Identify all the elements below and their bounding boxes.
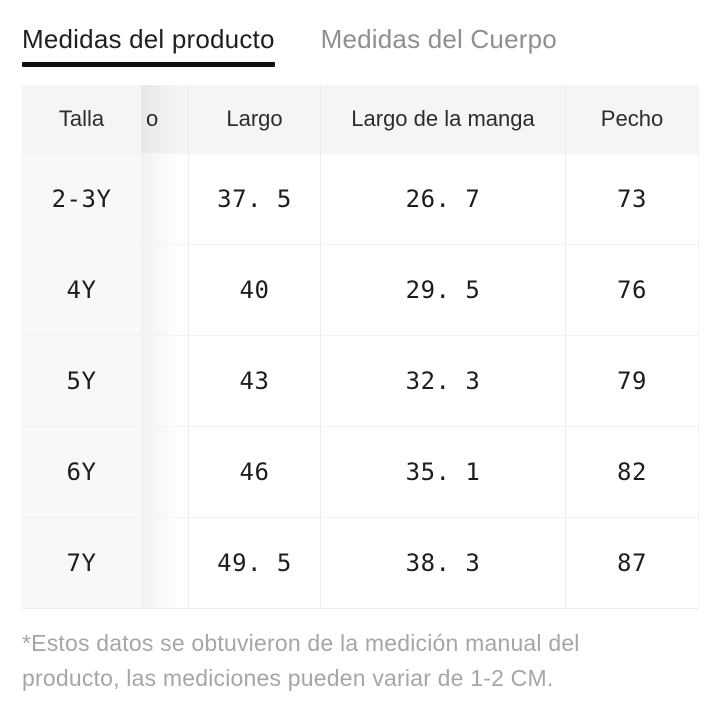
column-header-label: Largo de la manga (351, 106, 535, 131)
cell-largo: 37. 5 (188, 154, 320, 244)
tab-label: Medidas del Cuerpo (320, 24, 557, 54)
cell-pecho: 87 (565, 518, 698, 608)
cell-manga: 26. 7 (320, 154, 565, 244)
table-row: 6Y 46 35. 1 82 (22, 426, 698, 517)
cell-size: 6Y (22, 427, 141, 517)
disclaimer-line-2: producto, las mediciones pueden variar d… (22, 665, 554, 691)
table-row: 7Y 49. 5 38. 3 87 (22, 517, 698, 608)
cell-largo: 40 (188, 245, 320, 335)
cell-largo: 49. 5 (188, 518, 320, 608)
size-table[interactable]: Talla o Largo Largo de la manga Pecho 2-… (22, 85, 699, 609)
header-cell-largo-de-la-manga: Largo de la manga (320, 85, 565, 153)
cell-pecho: 76 (565, 245, 698, 335)
table-header-row: Talla o Largo Largo de la manga Pecho (22, 85, 698, 153)
disclaimer-line-1: *Estos datos se obtuvieron de la medició… (22, 630, 580, 656)
cell-clipped (141, 518, 188, 608)
cell-clipped (141, 336, 188, 426)
clipped-column-header-fragment: o (146, 106, 159, 131)
cell-manga: 29. 5 (320, 245, 565, 335)
cell-size: 5Y (22, 336, 141, 426)
cell-size: 4Y (22, 245, 141, 335)
tab-medidas-del-producto[interactable]: Medidas del producto (22, 24, 275, 67)
header-cell-largo: Largo (188, 85, 320, 153)
tab-label: Medidas del producto (22, 24, 275, 54)
header-cell-clipped (141, 85, 188, 153)
measurement-disclaimer: *Estos datos se obtuvieron de la medició… (22, 626, 702, 696)
cell-pecho: 73 (565, 154, 698, 244)
cell-clipped (141, 245, 188, 335)
active-tab-underline (22, 62, 275, 67)
table-row: 5Y 43 32. 3 79 (22, 335, 698, 426)
cell-clipped (141, 154, 188, 244)
size-chart-tabs: Medidas del producto Medidas del Cuerpo (22, 24, 557, 67)
column-header-label: Talla (58, 106, 105, 131)
cell-size: 7Y (22, 518, 141, 608)
table-row: 4Y 40 29. 5 76 (22, 244, 698, 335)
cell-largo: 43 (188, 336, 320, 426)
cell-size: 2-3Y (22, 154, 141, 244)
table-row: 2-3Y 37. 5 26. 7 73 (22, 153, 698, 244)
header-cell-pecho: Pecho (565, 85, 698, 153)
cell-pecho: 79 (565, 336, 698, 426)
column-header-label: Largo (226, 106, 283, 131)
cell-clipped (141, 427, 188, 517)
header-cell-talla: Talla (22, 85, 141, 153)
column-header-label: Pecho (600, 106, 664, 131)
cell-largo: 46 (188, 427, 320, 517)
tab-medidas-del-cuerpo[interactable]: Medidas del Cuerpo (321, 24, 557, 55)
cell-manga: 35. 1 (320, 427, 565, 517)
cell-manga: 32. 3 (320, 336, 565, 426)
cell-manga: 38. 3 (320, 518, 565, 608)
cell-pecho: 82 (565, 427, 698, 517)
